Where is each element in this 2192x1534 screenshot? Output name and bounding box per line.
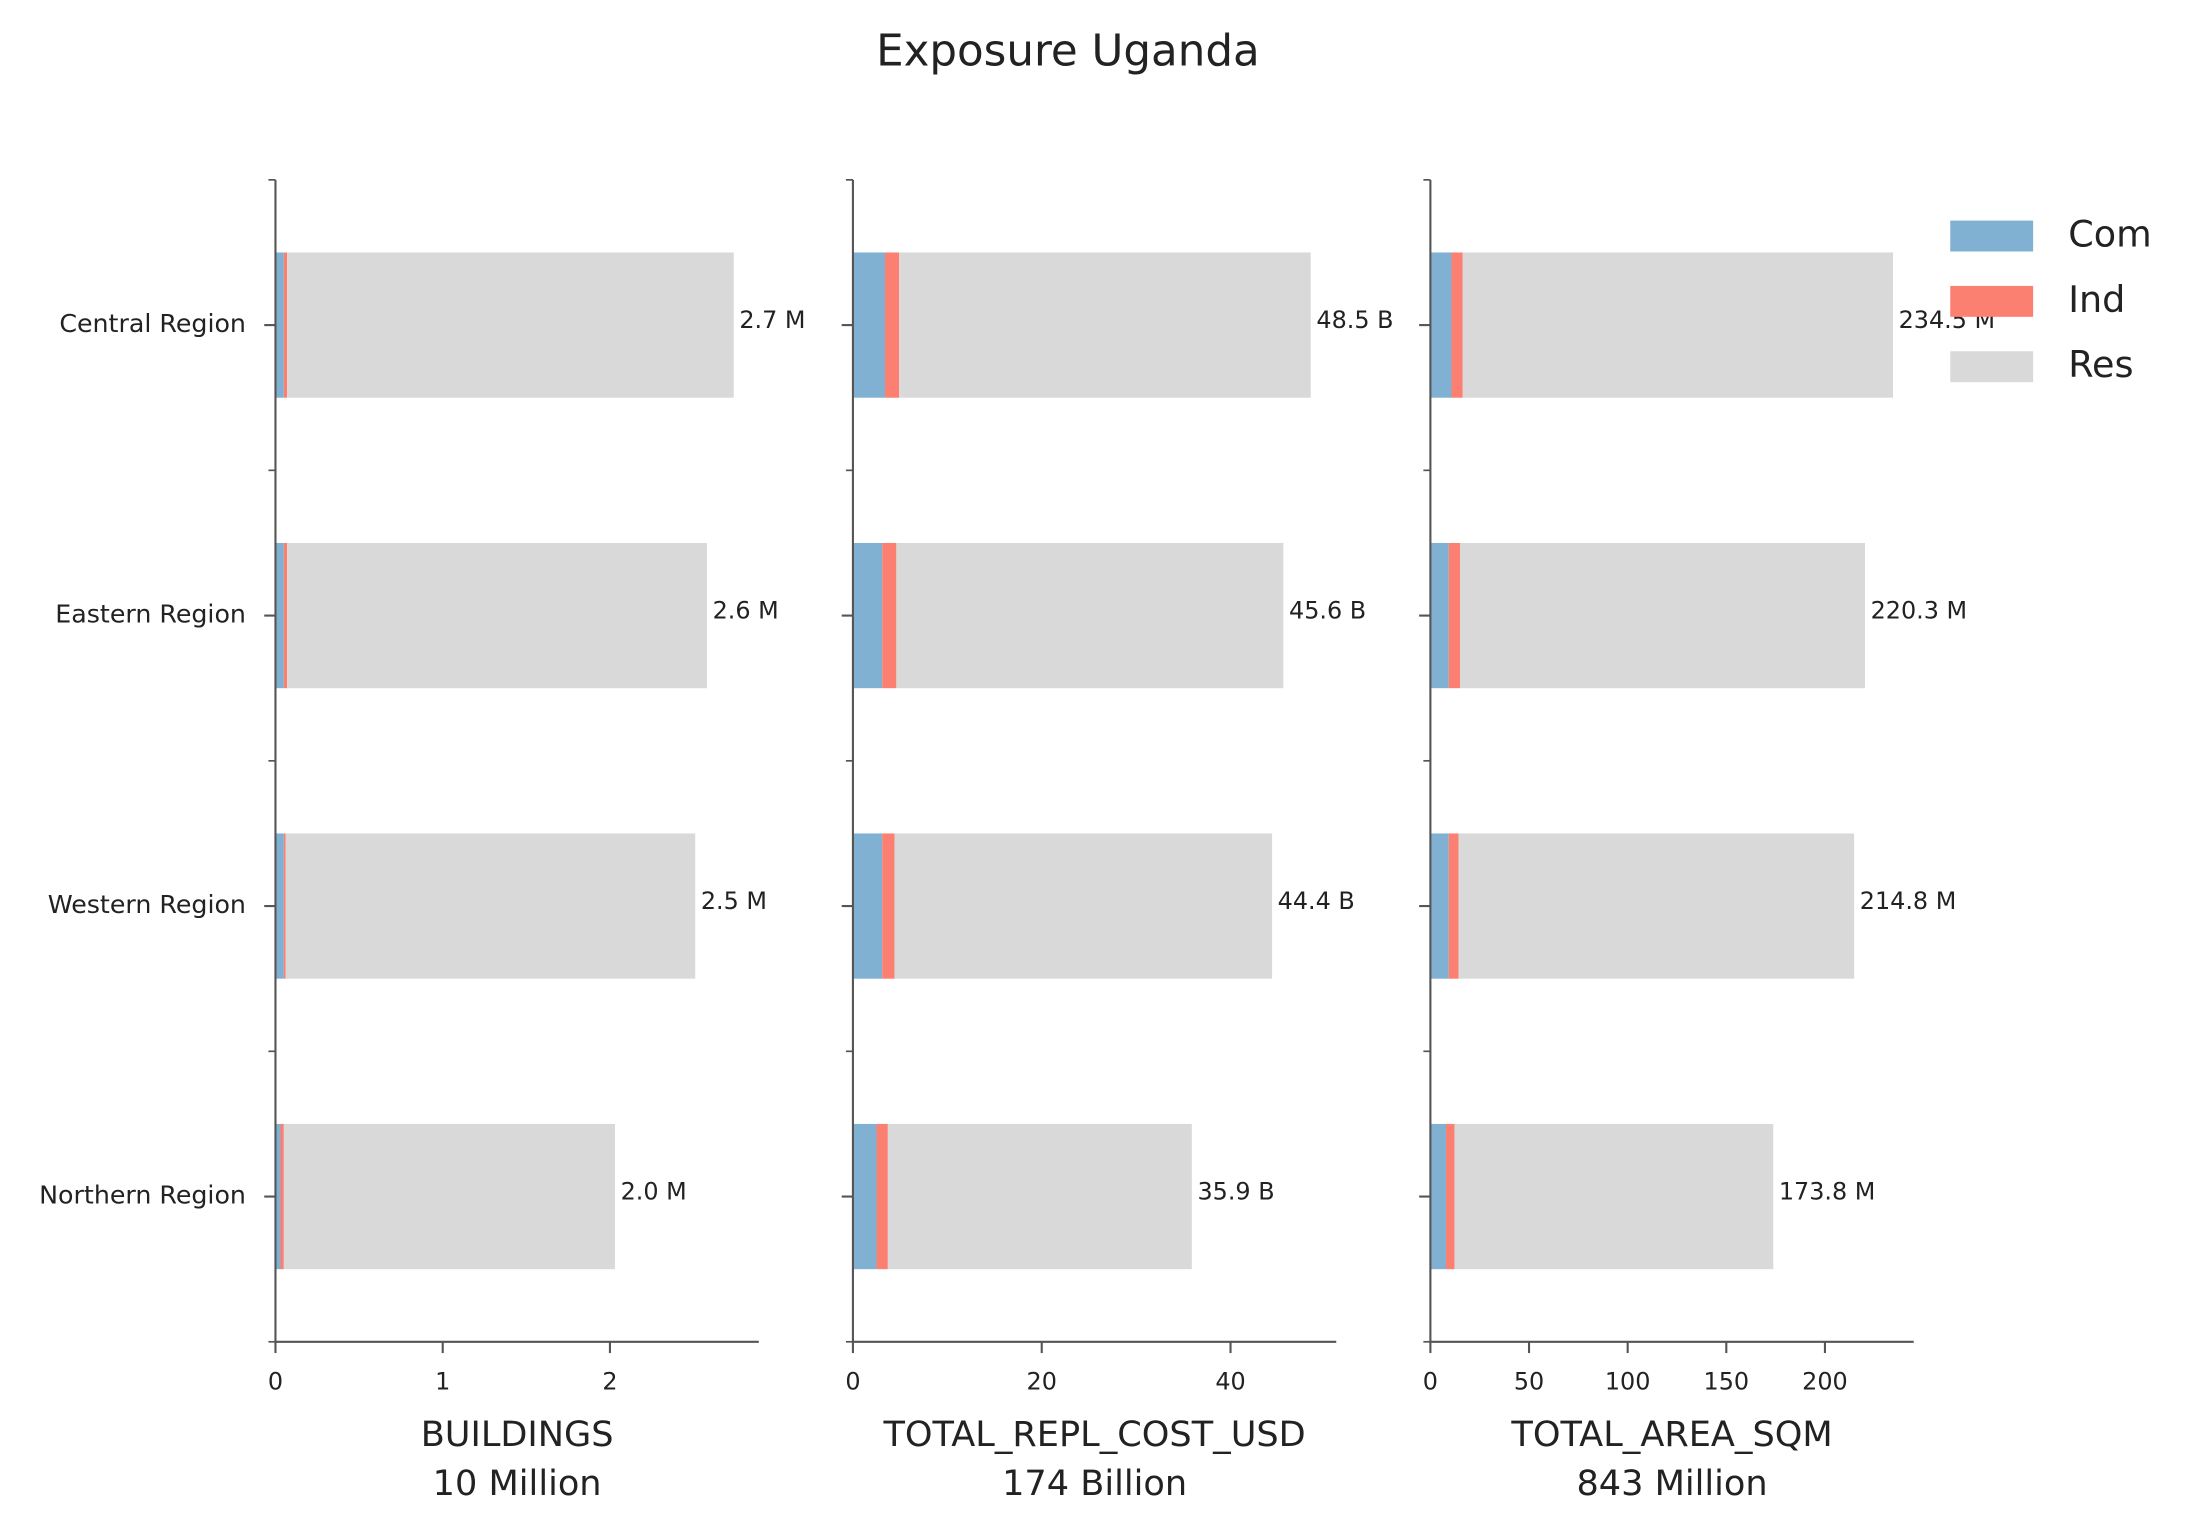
bar-segment xyxy=(1430,252,1452,398)
legend-label: Ind xyxy=(2068,278,2125,321)
legend-swatch xyxy=(1950,285,2034,317)
y-tick-label: Central Region xyxy=(59,309,246,338)
x-axis-sublabel: 10 Million xyxy=(433,1463,602,1504)
total-label: 220.3 M xyxy=(1871,596,1968,624)
total-label: 45.6 B xyxy=(1289,596,1366,624)
y-tick-label: Northern Region xyxy=(39,1181,246,1210)
bar-segment xyxy=(283,1123,615,1270)
bar-segment xyxy=(283,252,288,398)
legend-label: Res xyxy=(2068,343,2133,386)
bar-segment xyxy=(896,542,1284,689)
bar-segment xyxy=(876,1123,888,1270)
bar-segment xyxy=(1458,833,1855,979)
legend-swatch xyxy=(1950,220,2034,252)
x-tick-label: 1 xyxy=(435,1368,450,1396)
bar-segment xyxy=(899,252,1311,398)
bar-segment xyxy=(882,833,895,979)
bar-segment xyxy=(852,252,886,398)
x-tick-label: 0 xyxy=(845,1368,860,1396)
bar-segment xyxy=(852,542,883,689)
bar-segment xyxy=(275,542,284,689)
x-axis-label: TOTAL_AREA_SQM xyxy=(1510,1414,1832,1455)
bar-segment xyxy=(852,833,883,979)
bar-segment xyxy=(852,1123,877,1270)
total-label: 173.8 M xyxy=(1779,1177,1876,1205)
x-tick-label: 40 xyxy=(1215,1368,1245,1396)
bar-segment xyxy=(894,833,1273,979)
x-tick-label: 200 xyxy=(1802,1368,1848,1396)
bar-segment xyxy=(1451,252,1463,398)
x-tick-label: 150 xyxy=(1704,1368,1750,1396)
x-axis-label: BUILDINGS xyxy=(421,1414,614,1455)
x-tick-label: 50 xyxy=(1514,1368,1544,1396)
total-label: 214.8 M xyxy=(1860,887,1957,915)
total-label: 2.5 M xyxy=(701,887,767,915)
bar-segment xyxy=(285,833,696,979)
x-tick-label: 2 xyxy=(602,1368,617,1396)
bar-segment xyxy=(1448,542,1460,689)
total-label: 2.0 M xyxy=(621,1177,687,1205)
bar-segment xyxy=(287,252,734,398)
total-label: 2.7 M xyxy=(739,306,805,334)
bar-segment xyxy=(275,833,284,979)
x-tick-label: 0 xyxy=(268,1368,283,1396)
bar-segment xyxy=(1430,1123,1446,1270)
bar-segment xyxy=(1462,252,1894,398)
x-tick-label: 0 xyxy=(1423,1368,1438,1396)
legend-label: Com xyxy=(2068,213,2151,256)
y-tick-label: Western Region xyxy=(48,890,246,919)
bar-segment xyxy=(1459,542,1865,689)
total-label: 44.4 B xyxy=(1278,887,1355,915)
bar-segment xyxy=(275,1123,281,1270)
total-label: 2.6 M xyxy=(713,596,779,624)
x-axis-sublabel: 174 Billion xyxy=(1002,1463,1187,1504)
bar-segment xyxy=(887,1123,1192,1270)
y-tick-label: Eastern Region xyxy=(55,600,246,629)
total-label: 48.5 B xyxy=(1316,306,1393,334)
bar-segment xyxy=(1445,1123,1455,1270)
bar-segment xyxy=(275,252,284,398)
bar-segment xyxy=(1430,833,1449,979)
bar-segment xyxy=(1448,833,1459,979)
x-tick-label: 20 xyxy=(1027,1368,1057,1396)
bar-segment xyxy=(882,542,897,689)
bar-segment xyxy=(283,833,286,979)
total-label: 35.9 B xyxy=(1197,1177,1274,1205)
bar-segment xyxy=(885,252,900,398)
bar-segment xyxy=(287,542,707,689)
bar-segment xyxy=(1454,1123,1774,1270)
bar-segment xyxy=(280,1123,284,1270)
x-tick-label: 100 xyxy=(1605,1368,1651,1396)
x-axis-sublabel: 843 Million xyxy=(1576,1463,1767,1504)
bar-segment xyxy=(283,542,288,689)
bar-segment xyxy=(1430,542,1449,689)
figure-title: Exposure Uganda xyxy=(876,26,1260,76)
x-axis-label: TOTAL_REPL_COST_USD xyxy=(882,1414,1305,1455)
legend-swatch xyxy=(1950,351,2034,383)
